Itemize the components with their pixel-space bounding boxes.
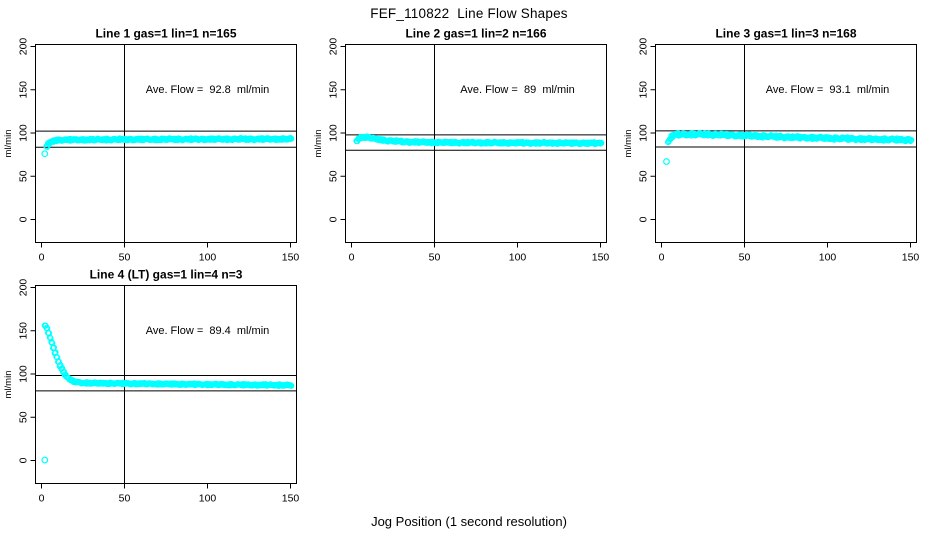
data-points bbox=[41, 322, 295, 464]
y-tick-label: 50 bbox=[18, 411, 30, 423]
y-tick-label: 150 bbox=[18, 322, 30, 340]
outlier-point bbox=[41, 150, 49, 158]
axes: 0 50 100 150 200 0 50 100 150 bbox=[328, 38, 610, 264]
subplot-title: Line 2 gas=1 lin=2 n=166 bbox=[405, 27, 546, 41]
data-points bbox=[41, 135, 295, 158]
y-tick-label: 0 bbox=[18, 216, 30, 222]
y-axis-label: ml/min bbox=[313, 130, 324, 158]
x-tick-label: 100 bbox=[199, 252, 217, 264]
x-tick-label: 50 bbox=[119, 493, 131, 505]
figure-title: FEF_110822 Line Flow Shapes bbox=[370, 6, 568, 21]
y-tick-label: 50 bbox=[638, 170, 650, 182]
x-tick-label: 0 bbox=[659, 252, 665, 264]
x-tick-label: 150 bbox=[902, 252, 920, 264]
y-tick-label: 100 bbox=[18, 365, 30, 383]
x-tick-label: 150 bbox=[282, 252, 300, 264]
subplot-title: Line 4 (LT) gas=1 lin=4 n=3 bbox=[90, 268, 243, 282]
plot-box bbox=[35, 285, 297, 484]
y-tick-label: 0 bbox=[18, 457, 30, 463]
y-tick-label: 100 bbox=[18, 124, 30, 142]
x-tick-label: 150 bbox=[282, 493, 300, 505]
x-tick-label: 100 bbox=[819, 252, 837, 264]
y-tick-label: 0 bbox=[638, 216, 650, 222]
plot-box bbox=[345, 44, 607, 243]
subplot-1: Line 1 gas=1 lin=1 n=165 0 50 100 150 200 0 50 1… bbox=[3, 27, 299, 264]
subplot-4: Line 4 (LT) gas=1 lin=4 n=30501001502000… bbox=[3, 268, 299, 505]
data-points bbox=[663, 129, 915, 165]
axes: 0 50 100 150 200 0 50 100 150 bbox=[18, 279, 300, 505]
x-tick-label: 50 bbox=[119, 252, 131, 264]
outlier-point bbox=[663, 158, 670, 165]
y-tick-label: 200 bbox=[18, 279, 30, 297]
x-tick-label: 0 bbox=[39, 493, 45, 505]
subplot-3: Line 3 gas=1 lin=3 n=168 0 50 100 150 200 0 50 1… bbox=[623, 27, 919, 264]
y-tick-label: 50 bbox=[18, 170, 30, 182]
y-tick-label: 50 bbox=[328, 170, 340, 182]
x-tick-label: 100 bbox=[199, 493, 217, 505]
y-tick-label: 150 bbox=[18, 81, 30, 99]
ave-flow-annotation: Ave. Flow = 89 ml/min bbox=[460, 84, 574, 96]
plot-box bbox=[35, 44, 297, 243]
outlier-point bbox=[41, 456, 49, 464]
axes: 0 50 100 150 200 0 50 100 150 bbox=[18, 38, 300, 264]
y-tick-label: 200 bbox=[328, 38, 340, 56]
x-tick-label: 0 bbox=[39, 252, 45, 264]
x-tick-label: 0 bbox=[349, 252, 355, 264]
y-tick-label: 150 bbox=[638, 81, 650, 99]
y-tick-label: 200 bbox=[18, 38, 30, 56]
x-tick-label: 150 bbox=[592, 252, 610, 264]
x-tick-label: 50 bbox=[739, 252, 751, 264]
y-tick-label: 100 bbox=[328, 124, 340, 142]
x-tick-label: 50 bbox=[429, 252, 441, 264]
subplot-title: Line 1 gas=1 lin=1 n=165 bbox=[95, 27, 236, 41]
subplot-title: Line 3 gas=1 lin=3 n=168 bbox=[715, 27, 856, 41]
y-tick-label: 200 bbox=[638, 38, 650, 56]
y-axis-label: ml/min bbox=[623, 130, 634, 158]
y-tick-label: 0 bbox=[328, 216, 340, 222]
ave-flow-annotation: Ave. Flow = 92.8 ml/min bbox=[146, 84, 270, 96]
x-tick-label: 100 bbox=[509, 252, 527, 264]
y-tick-label: 100 bbox=[638, 124, 650, 142]
ave-flow-annotation: Ave. Flow = 89.4 ml/min bbox=[146, 325, 270, 337]
axes: 0 50 100 150 200 0 50 100 150 bbox=[638, 38, 920, 264]
y-tick-label: 150 bbox=[328, 81, 340, 99]
subplot-2: Line 2 gas=1 lin=2 n=166 0 50 100 150 200 0 50 1… bbox=[313, 27, 609, 264]
subplots: Line 1 gas=1 lin=1 n=165 0 50 100 150 200 0 50 1… bbox=[3, 27, 919, 505]
y-axis-label: ml/min bbox=[3, 371, 14, 399]
y-axis-label: ml/min bbox=[3, 130, 14, 158]
figure-xlabel: Jog Position (1 second resolution) bbox=[371, 514, 567, 529]
data-points bbox=[353, 133, 605, 148]
ave-flow-annotation: Ave. Flow = 93.1 ml/min bbox=[766, 84, 890, 96]
plot-box bbox=[655, 44, 917, 243]
